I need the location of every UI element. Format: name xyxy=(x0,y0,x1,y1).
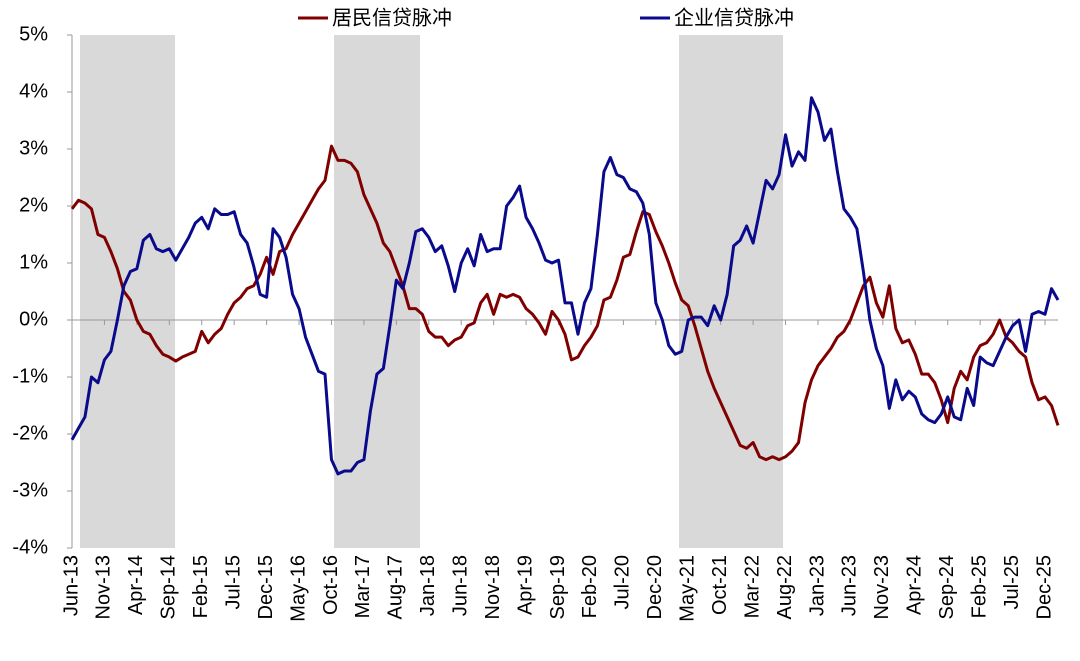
x-tick-label: Jun-13 xyxy=(60,555,82,616)
x-tick-label: Jul-25 xyxy=(1001,555,1023,609)
y-tick-label: 4% xyxy=(19,80,48,102)
x-tick-label: Apr-19 xyxy=(514,555,536,615)
x-tick-label: Nov-18 xyxy=(482,555,504,619)
x-tick-label: Jun-23 xyxy=(839,555,861,616)
x-tick-label: Nov-13 xyxy=(93,555,115,619)
x-tick-label: Sep-14 xyxy=(158,555,180,620)
x-tick-label: Feb-25 xyxy=(968,555,990,618)
x-tick-label: Sep-24 xyxy=(936,555,958,620)
series-line xyxy=(70,144,1060,462)
x-tick-label: Mar-22 xyxy=(741,555,763,618)
x-tick-label: Dec-25 xyxy=(1033,555,1055,619)
x-tick-label: Jan-18 xyxy=(417,555,439,616)
y-tick-label: 1% xyxy=(19,251,48,273)
x-tick-label: Oct-16 xyxy=(320,555,342,615)
y-tick-label: 3% xyxy=(19,137,48,159)
x-tick-label: Dec-15 xyxy=(255,555,277,619)
x-tick-label: Feb-15 xyxy=(190,555,212,618)
y-tick-label: -2% xyxy=(12,422,48,444)
x-tick-label: Oct-21 xyxy=(709,555,731,615)
x-tick-label: Jan-23 xyxy=(806,555,828,616)
y-tick-label: 2% xyxy=(19,194,48,216)
x-tick-label: Aug-22 xyxy=(774,555,796,620)
x-tick-label: Feb-20 xyxy=(579,555,601,618)
series-line xyxy=(70,96,1060,476)
x-tick-label: Sep-19 xyxy=(547,555,569,620)
x-tick-label: Jul-15 xyxy=(222,555,244,609)
x-tick-label: Apr-14 xyxy=(125,555,147,615)
y-tick-label: 0% xyxy=(19,308,48,330)
y-tick-label: 5% xyxy=(19,23,48,45)
x-tick-label: May-21 xyxy=(677,555,699,622)
x-tick-label: Mar-17 xyxy=(352,555,374,618)
legend-label: 企业信贷脉冲 xyxy=(674,6,794,29)
y-tick-label: -1% xyxy=(12,365,48,387)
x-tick-label: May-16 xyxy=(287,555,309,622)
legend-label: 居民信贷脉冲 xyxy=(332,6,452,29)
x-tick-label: Aug-17 xyxy=(385,555,407,620)
x-tick-label: Nov-23 xyxy=(871,555,893,619)
x-tick-label: Jul-20 xyxy=(612,555,634,609)
shaded-period xyxy=(80,35,175,548)
y-tick-label: -4% xyxy=(12,536,48,558)
shaded-period xyxy=(679,35,783,548)
y-tick-label: -3% xyxy=(12,479,48,501)
x-tick-label: Dec-20 xyxy=(644,555,666,619)
x-tick-label: Apr-24 xyxy=(904,555,926,615)
x-tick-label: Jun-18 xyxy=(449,555,471,616)
